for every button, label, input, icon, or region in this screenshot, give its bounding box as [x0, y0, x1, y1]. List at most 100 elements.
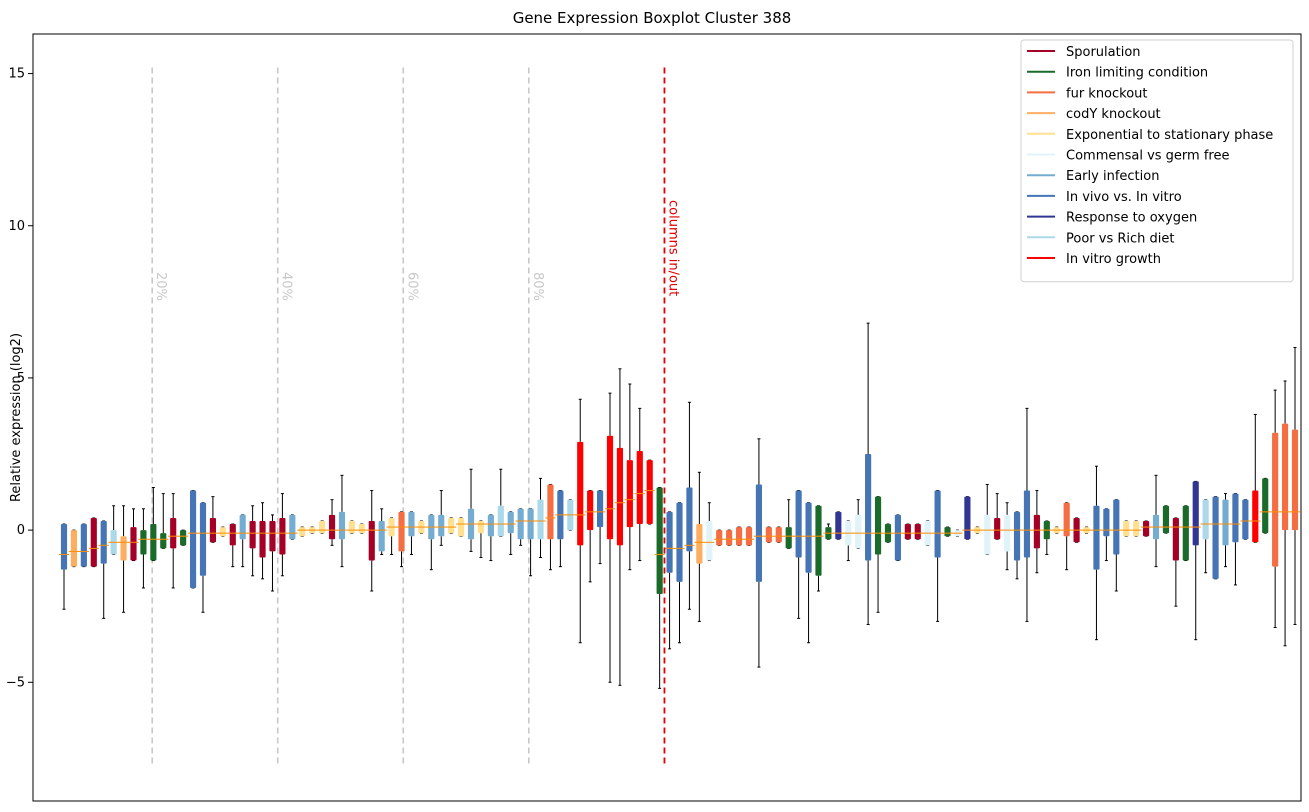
- box-121: [1260, 477, 1271, 534]
- box-111: [1160, 505, 1172, 534]
- box-body: [805, 502, 812, 573]
- box-104: [1091, 465, 1102, 641]
- legend-entry: Poor vs Rich diet: [1027, 231, 1174, 246]
- box-18: [237, 514, 248, 568]
- box-body: [1212, 496, 1219, 579]
- box-17: [227, 523, 238, 568]
- box-23: [287, 514, 298, 540]
- box-48: [535, 477, 546, 559]
- box-body: [259, 520, 266, 558]
- box-100: [1051, 526, 1062, 534]
- percentile-marker-label: 40%: [279, 272, 294, 301]
- box-body: [1272, 432, 1279, 567]
- box-body: [1143, 520, 1150, 537]
- box-98: [1031, 490, 1042, 574]
- box-body: [458, 517, 465, 537]
- box-body: [219, 527, 226, 537]
- box-57: [624, 383, 635, 571]
- legend-entry: Early infection: [1027, 169, 1159, 184]
- box-body: [1281, 423, 1289, 531]
- box-body: [140, 530, 147, 555]
- box-body: [765, 527, 772, 543]
- legend-entry: Exponential to stationary phase: [1027, 128, 1273, 143]
- box-body: [70, 530, 78, 567]
- box-9: [148, 487, 159, 562]
- box-body: [438, 514, 445, 537]
- box-body: [1172, 517, 1179, 561]
- box-body: [170, 517, 177, 549]
- box-54: [595, 490, 606, 565]
- box-102: [1071, 517, 1082, 543]
- y-tick-label: 15: [8, 67, 25, 82]
- box-body: [696, 524, 703, 564]
- box-60: [654, 487, 665, 689]
- box-body: [1222, 499, 1229, 546]
- box-107: [1121, 520, 1132, 537]
- box-109: [1141, 520, 1152, 537]
- box-93: [982, 483, 993, 555]
- plot-area: 20% 40% 60% 80% columns in/out: [58, 67, 1301, 765]
- box-body: [964, 496, 971, 540]
- box-body: [755, 484, 762, 582]
- box-65: [704, 502, 715, 562]
- legend-entry: Response to oxygen: [1027, 211, 1197, 226]
- box-76: [813, 505, 824, 592]
- box-82: [872, 496, 884, 613]
- box-13: [187, 490, 199, 589]
- y-tick-label: 0: [17, 523, 25, 538]
- box-50: [555, 490, 566, 568]
- box-body: [527, 508, 534, 540]
- box-body: [1162, 505, 1170, 534]
- box-body: [1182, 505, 1189, 561]
- box-3: [88, 517, 99, 568]
- box-body: [1004, 514, 1011, 552]
- box-body: [368, 520, 375, 561]
- box-37: [426, 514, 437, 571]
- box-90: [952, 529, 963, 537]
- box-body: [1133, 520, 1140, 537]
- box-105: [1101, 508, 1112, 562]
- box-8: [138, 508, 149, 589]
- box-47: [525, 508, 536, 577]
- box-body: [706, 520, 713, 561]
- legend: Sporulation Iron limiting condition fur kn…: [1020, 39, 1294, 283]
- box-53: [585, 490, 596, 583]
- box-body: [865, 454, 872, 561]
- box-body: [1123, 520, 1130, 537]
- legend-entry: In vivo vs. In vitro: [1027, 190, 1182, 205]
- box-body: [269, 520, 276, 552]
- box-body: [606, 435, 614, 540]
- box-body: [408, 511, 415, 537]
- box-38: [436, 490, 447, 546]
- box-7: [128, 508, 139, 562]
- box-113: [1180, 505, 1191, 562]
- box-11: [168, 493, 179, 589]
- box-body: [855, 514, 862, 549]
- box-91: [962, 496, 973, 540]
- box-body: [160, 533, 167, 549]
- box-body: [487, 514, 494, 537]
- box-43: [485, 514, 496, 562]
- box-31: [366, 490, 377, 592]
- box-61: [664, 511, 675, 650]
- box-body: [894, 514, 901, 561]
- box-21: [267, 514, 278, 592]
- box-body: [537, 499, 544, 540]
- box-97: [1021, 407, 1033, 622]
- box-body: [507, 511, 514, 534]
- box-59: [644, 459, 655, 525]
- box-body: [577, 441, 584, 546]
- box-39: [446, 517, 457, 534]
- box-40: [456, 517, 467, 537]
- y-axis: −5 0 5 10 15: [6, 67, 33, 690]
- box-51: [565, 499, 576, 531]
- box-body: [189, 490, 197, 588]
- box-22: [277, 493, 288, 577]
- legend-entry: In vitro growth: [1027, 252, 1161, 267]
- box-120: [1250, 413, 1261, 543]
- box-body: [378, 520, 385, 552]
- box-body: [319, 520, 326, 534]
- box-64: [694, 471, 705, 622]
- box-body: [785, 527, 792, 549]
- box-body: [904, 524, 911, 540]
